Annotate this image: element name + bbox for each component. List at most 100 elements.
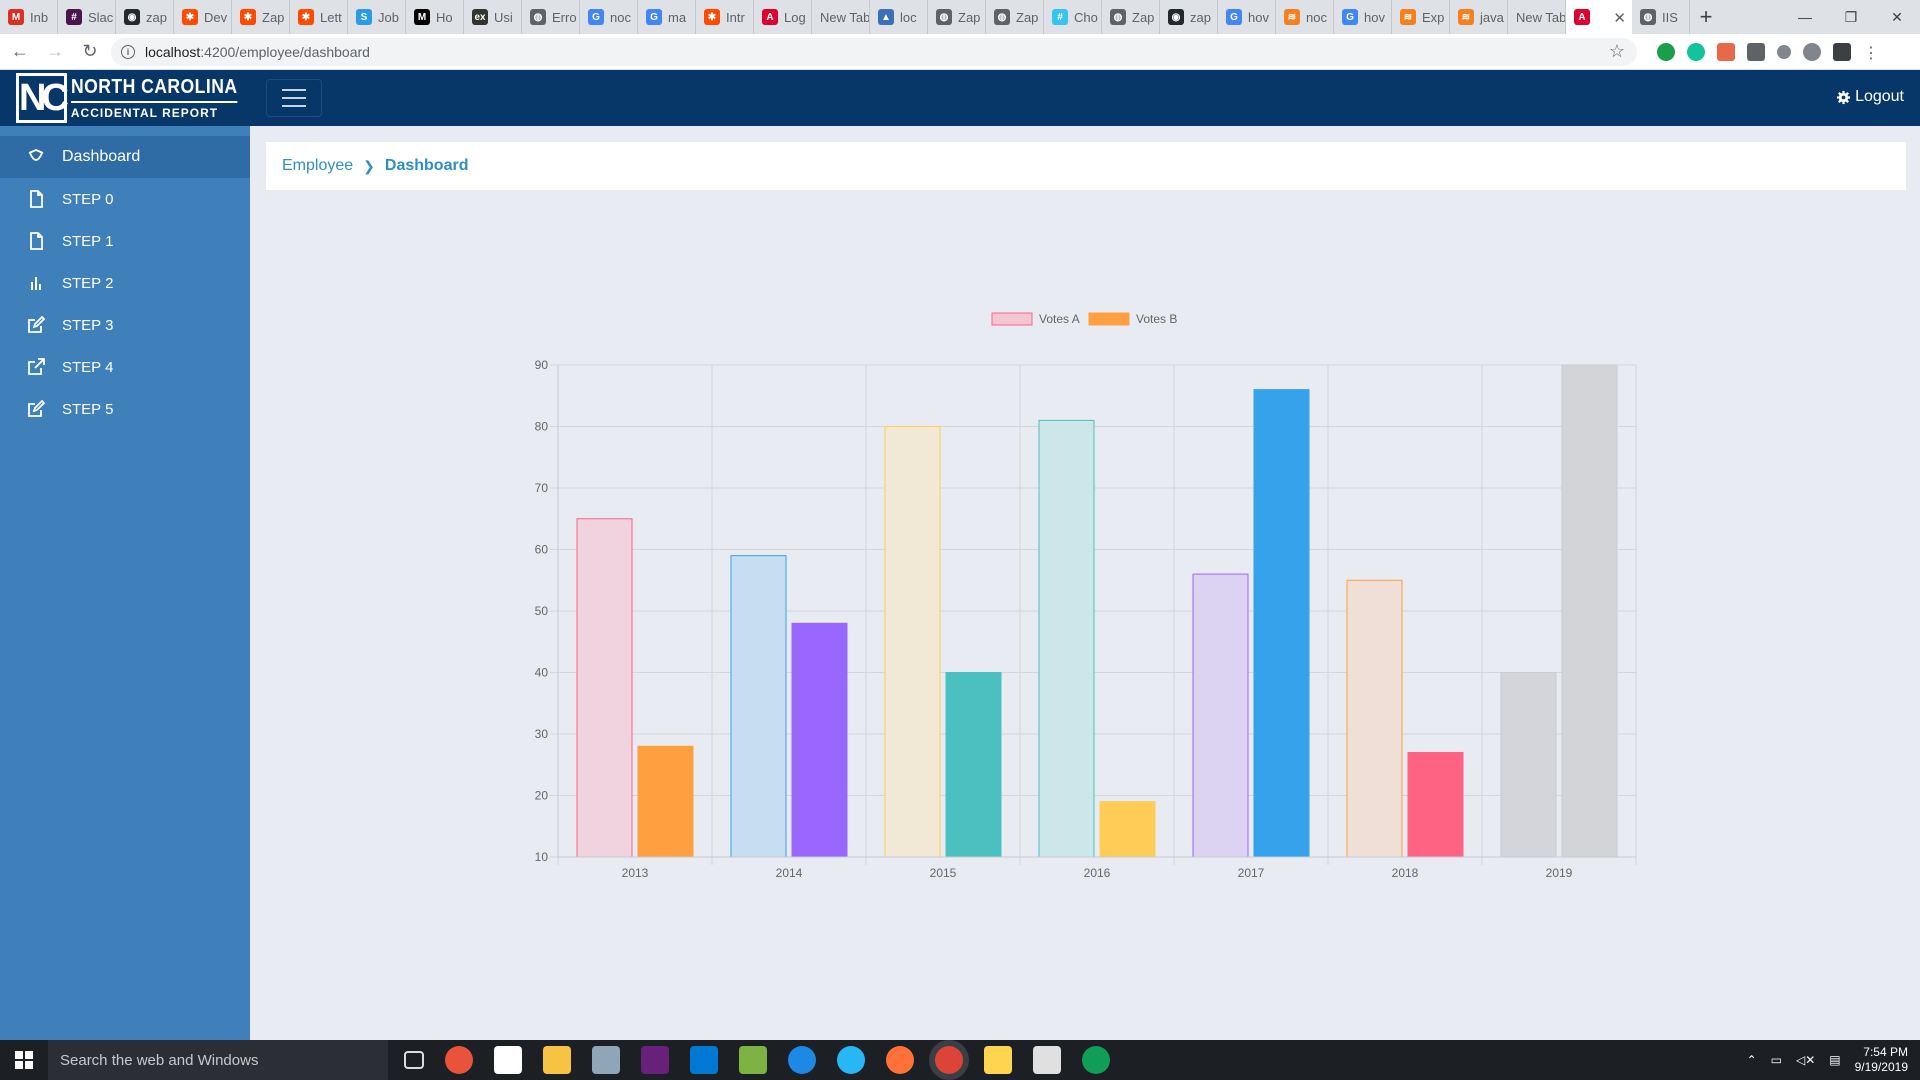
browser-tab[interactable]: M Inb [0,0,58,34]
menu-toggle-button[interactable] [266,79,322,117]
browser-tab[interactable]: ✱ Zap [232,0,290,34]
tools-icon[interactable] [592,1046,620,1074]
vscode-icon[interactable] [690,1046,718,1074]
sidebar-item-dashboard[interactable]: Dashboard [0,136,250,178]
windows-start-button[interactable] [0,1040,48,1080]
sidebar-item-step-5[interactable]: STEP 5 [0,388,250,430]
sidebar-item-step-0[interactable]: STEP 0 [0,178,250,220]
browser-tab[interactable]: ≋ noc [1276,0,1334,34]
browser-tab[interactable]: ✱ Intr [696,0,754,34]
tab-title: Job [378,9,399,25]
brand-logo[interactable]: NC NORTH CAROLINA ACCIDENTAL REPORT [0,70,250,126]
network-icon[interactable]: ▭ [1770,1053,1782,1067]
sidebar-item-step-3[interactable]: STEP 3 [0,304,250,346]
browser-tab[interactable]: ◉ zap [1160,0,1218,34]
tab-title: New Tab [820,9,870,25]
slack-icon: # [66,9,82,25]
browser-tab[interactable]: # Cho [1044,0,1102,34]
browser-tab[interactable]: ◉ zap [116,0,174,34]
minimize-button[interactable]: — [1798,9,1812,25]
sidebar-item-label: STEP 1 [62,232,114,250]
browser-tab[interactable]: ◍ Erro [522,0,580,34]
google-icon: G [1342,9,1358,25]
bar [1407,751,1464,858]
browser-tab[interactable]: ▲ loc [870,0,928,34]
store-icon[interactable] [494,1046,522,1074]
menu-dots-icon[interactable]: ⋮ [1863,44,1879,62]
visual-studio-icon[interactable] [641,1046,669,1074]
extension-icon[interactable] [1833,42,1851,61]
browser-tab[interactable]: ex Usi [464,0,522,34]
notifications-icon[interactable]: ▤ [1829,1053,1841,1067]
browser-tab[interactable]: ◍ Zap [1102,0,1160,34]
tab-title: Intr [726,9,745,25]
extension-icon[interactable] [1717,42,1735,61]
firefox-icon[interactable] [886,1046,914,1074]
gear-icon [1837,90,1851,104]
browser-tab[interactable]: ≋ java [1450,0,1508,34]
browser-tab[interactable]: New Tab [1508,0,1566,34]
browser-tab[interactable]: New Tab [812,0,870,34]
browser-tab[interactable]: ◍ Zap [928,0,986,34]
browser-tab[interactable]: A Log [754,0,812,34]
app-icon[interactable] [445,1046,473,1074]
extension-icon[interactable] [1803,42,1821,61]
new-tab-button[interactable]: + [1699,4,1713,29]
back-button[interactable]: ← [11,41,29,61]
extension-icon[interactable] [1747,42,1765,61]
tab-title: Slac [88,9,114,25]
file-icon [30,190,43,208]
url-field[interactable]: i localhost:4200/employee/dashboard ☆ [111,37,1637,66]
close-window-button[interactable]: ✕ [1891,8,1903,25]
browser-tab[interactable]: ✱ Lett [290,0,348,34]
eyedropper-icon[interactable] [1777,44,1791,59]
bookmark-star-icon[interactable]: ☆ [1608,41,1625,61]
sidebar-item-step-4[interactable]: STEP 4 [0,346,250,388]
top-navbar: Logout [250,70,1920,126]
legend-label: Votes A [1039,312,1080,326]
file-explorer-icon[interactable] [543,1046,571,1074]
info-icon[interactable]: i [121,44,135,59]
browser-tab[interactable]: ◍ Zap [986,0,1044,34]
browser-tab[interactable]: S Job [348,0,406,34]
forward-button[interactable]: → [46,41,64,61]
browser-tab[interactable]: A ✕ [1566,0,1632,34]
photos-icon[interactable] [1033,1046,1061,1074]
sidebar-item-step-2[interactable]: STEP 2 [0,262,250,304]
x-tick-label: 2013 [622,866,649,880]
folder-icon[interactable] [984,1046,1012,1074]
breadcrumb-employee-link[interactable]: Employee [282,157,354,174]
ie-icon[interactable] [837,1046,865,1074]
taskbar-search-input[interactable]: Search the web and Windows [48,1040,388,1080]
browser-tab[interactable]: ◍ IIS [1632,0,1690,34]
sidebar-item-step-1[interactable]: STEP 1 [0,220,250,262]
extension-icon[interactable] [1657,42,1675,61]
browser-tab[interactable]: M Ho [406,0,464,34]
bar-chart-icon [31,277,41,290]
notepad-icon[interactable] [739,1046,767,1074]
chevron-up-icon[interactable]: ⌃ [1746,1053,1757,1067]
tab-title: zap [146,9,167,25]
task-view-icon[interactable] [404,1051,424,1069]
grammarly-icon[interactable] [1687,42,1705,61]
browser-tab[interactable]: # Slac [58,0,116,34]
sidebar-item-label: STEP 4 [62,358,114,376]
restore-button[interactable]: ❐ [1844,8,1858,25]
url-path: :4200/employee/dashboard [200,43,370,60]
file-icon [30,232,43,250]
logout-button[interactable]: Logout [1836,88,1904,106]
hangouts-icon[interactable] [1082,1046,1110,1074]
clock[interactable]: 7:54 PM 9/19/2019 [1855,1045,1908,1075]
browser-tab[interactable]: ≋ Exp [1392,0,1450,34]
chrome-icon[interactable] [935,1046,963,1074]
volume-muted-icon[interactable]: ◁✕ [1795,1053,1816,1067]
edge-icon[interactable] [788,1046,816,1074]
reload-button[interactable]: ↻ [82,41,98,61]
browser-tab[interactable]: ✱ Dev [174,0,232,34]
close-tab-icon[interactable]: ✕ [1613,10,1626,27]
y-tick-label: 30 [535,727,549,741]
